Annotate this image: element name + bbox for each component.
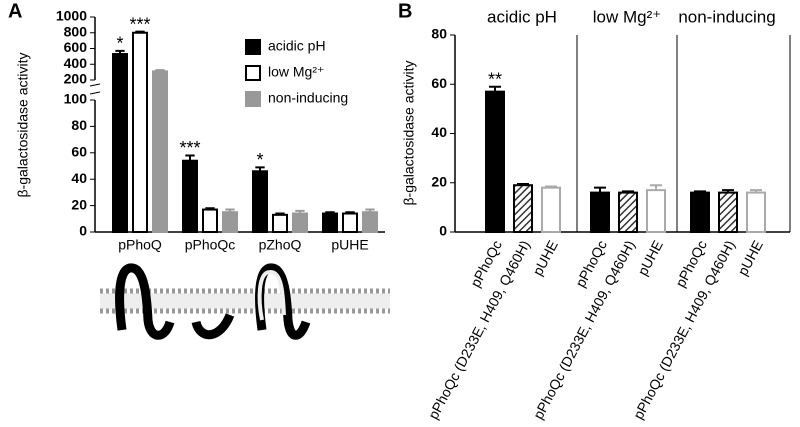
bar <box>746 191 766 234</box>
legend-swatch <box>245 65 261 81</box>
group-label: low Mg²⁺ <box>593 7 661 26</box>
y-axis-title: β-galactosidase activity <box>401 60 417 205</box>
significance-label: * <box>116 34 123 54</box>
x-tick-label: pUHE <box>529 238 561 278</box>
bar <box>513 184 533 233</box>
error-bar <box>722 189 734 193</box>
error-bar <box>365 208 375 213</box>
group-label: non-inducing <box>678 7 775 26</box>
y-tick-label: 60 <box>431 75 447 91</box>
error-bar <box>345 211 355 214</box>
error-bar <box>545 185 557 188</box>
y-tick-label: 1000 <box>56 8 87 24</box>
bar <box>541 186 561 234</box>
error-bar <box>622 190 634 193</box>
y-tick-label: 800 <box>64 23 88 39</box>
bar <box>132 31 148 233</box>
legend-swatch <box>245 91 261 107</box>
bar <box>112 53 128 234</box>
y-tick-label: 80 <box>71 117 87 133</box>
error-bar <box>750 189 762 193</box>
y-tick-label: 40 <box>71 170 87 186</box>
bar <box>272 213 288 233</box>
error-bar <box>325 211 335 214</box>
bar <box>182 159 198 233</box>
legend-label: non-inducing <box>268 90 348 106</box>
y-tick-label: 100 <box>64 91 88 107</box>
bar <box>690 191 710 234</box>
x-tick-label: pUHE <box>634 238 666 278</box>
x-tick-label: pZhoQ <box>259 237 302 253</box>
y-tick-label: 0 <box>79 223 87 239</box>
bar <box>222 211 238 233</box>
y-tick-label: 20 <box>431 173 447 189</box>
error-bar <box>255 166 265 172</box>
x-tick-label: pPhoQc <box>185 237 236 253</box>
x-tick-label: pPhoQ <box>118 237 162 253</box>
y-tick-label: 20 <box>71 196 87 212</box>
bar <box>202 208 218 233</box>
bar <box>322 212 338 234</box>
bar <box>252 170 268 233</box>
protein-phoq <box>115 263 175 340</box>
y-tick-label: 40 <box>431 124 447 140</box>
y-tick-label: 600 <box>64 39 88 55</box>
bar <box>292 212 308 234</box>
error-bar <box>115 49 125 55</box>
y-tick-label: 60 <box>71 144 87 160</box>
bar <box>718 191 738 234</box>
significance-label: *** <box>179 138 200 158</box>
error-bar <box>594 186 606 193</box>
group-label: acidic pH <box>487 7 557 26</box>
legend-swatch <box>245 39 261 55</box>
legend-label: low Mg²⁺ <box>268 64 324 80</box>
protein-phoqc <box>191 313 235 340</box>
significance-label: * <box>256 150 263 170</box>
x-tick-label: pUHE <box>734 238 766 278</box>
error-bar <box>489 85 501 92</box>
membrane-illustrations <box>100 263 390 340</box>
significance-label: ** <box>488 69 502 89</box>
y-tick-label: 200 <box>64 71 88 87</box>
x-tick-label: pUHE <box>331 237 368 253</box>
error-bar <box>275 212 285 215</box>
panel-label: A <box>8 0 22 22</box>
bar <box>152 70 168 234</box>
y-tick-label: 80 <box>431 26 447 42</box>
bar <box>342 212 358 234</box>
bar <box>646 189 666 233</box>
bar <box>362 211 378 233</box>
bar <box>485 90 505 233</box>
y-axis-title: β-galactosidase activity <box>15 52 31 197</box>
legend-label: acidic pH <box>268 38 326 54</box>
error-bar <box>155 69 165 72</box>
error-bar <box>205 207 215 210</box>
panel-label: B <box>398 0 412 22</box>
error-bar <box>694 190 706 193</box>
significance-label: *** <box>129 14 150 34</box>
error-bar <box>650 184 662 191</box>
error-bar <box>185 154 195 161</box>
error-bar <box>295 209 305 214</box>
error-bar <box>517 182 529 186</box>
bar <box>618 191 638 234</box>
y-tick-label: 400 <box>64 55 88 71</box>
error-bar <box>225 208 235 213</box>
error-bar <box>135 30 145 33</box>
y-tick-label: 0 <box>439 223 447 239</box>
bar <box>590 191 610 234</box>
